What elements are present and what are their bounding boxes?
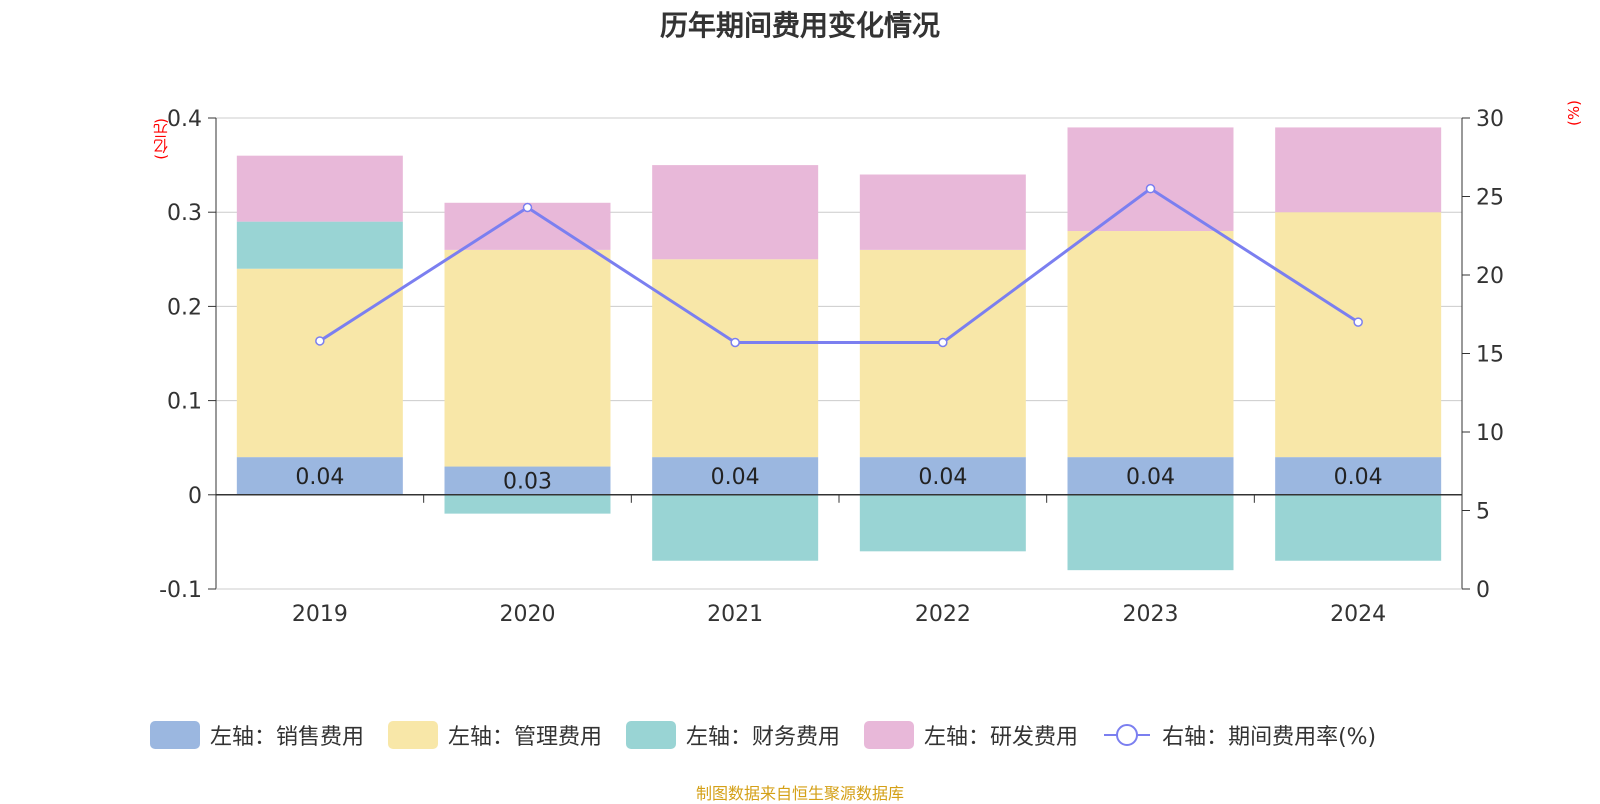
bar-rnd (1067, 127, 1234, 232)
legend-line-marker-icon (1104, 724, 1151, 746)
data-label-sales: 0.04 (295, 465, 344, 490)
right-tick-label: 15 (1476, 343, 1504, 368)
x-tick-label: 2023 (1123, 602, 1179, 627)
data-label-sales: 0.04 (711, 465, 760, 490)
bar-admin (1067, 231, 1234, 458)
bar-admin (652, 259, 819, 458)
legend-swatch-finance (626, 721, 677, 749)
source-note: 制图数据来自恒生聚源数据库 (695, 784, 904, 803)
bar-admin (444, 249, 611, 467)
legend-swatch-rnd (864, 721, 915, 749)
right-tick-label: 5 (1476, 500, 1490, 525)
legend-item-rate[interactable]: 右轴：期间费用率(%) (1102, 719, 1376, 751)
bar-sales (1275, 457, 1442, 495)
bar-finance (1275, 494, 1442, 561)
bar-admin (236, 268, 403, 458)
bar-admin (859, 249, 1026, 458)
legend-item-finance[interactable]: 左轴：财务费用 (626, 719, 840, 751)
rate-line (319, 186, 1359, 345)
legend-label-finance: 左轴：财务费用 (686, 725, 841, 750)
legend-swatch-admin (388, 721, 439, 749)
bar-rnd (859, 174, 1026, 250)
left-tick-label: -0.1 (159, 578, 202, 603)
right-tick-label: 20 (1476, 264, 1504, 289)
left-tick-label: 0.2 (167, 295, 202, 320)
left-tick-label: 0 (188, 484, 202, 509)
rate-point (315, 336, 325, 346)
legend-label-admin: 左轴：管理费用 (448, 725, 603, 750)
bar-finance (652, 494, 819, 561)
chart-title: 历年期间费用变化情况 (659, 9, 940, 42)
x-tick-label: 2024 (1330, 602, 1386, 627)
legend-item-admin[interactable]: 左轴：管理费用 (388, 719, 602, 751)
rate-point (522, 202, 533, 213)
bar-sales (859, 457, 1026, 495)
bar-sales (444, 466, 611, 495)
right-tick-label: 30 (1476, 107, 1504, 132)
legend-label-sales: 左轴：销售费用 (210, 725, 365, 750)
x-tick-label: 2019 (292, 602, 348, 627)
data-label-sales: 0.04 (918, 465, 967, 490)
legend-item-sales[interactable]: 左轴：销售费用 (150, 719, 364, 751)
bar-sales (1067, 457, 1234, 495)
bar-sales (236, 457, 403, 495)
data-label-sales: 0.04 (1334, 465, 1383, 490)
x-tick-label: 2021 (707, 602, 763, 627)
right-tick-label: 10 (1476, 421, 1504, 446)
x-tick-label: 2022 (915, 602, 971, 627)
rate-point (730, 337, 740, 348)
chart-legend: 左轴：销售费用 左轴：管理费用 左轴：财务费用 左轴：研发费用 右轴：期间费用率… (150, 720, 1376, 750)
right-tick-label: 0 (1476, 578, 1490, 603)
bar-rnd (652, 165, 819, 260)
bar-finance (444, 494, 611, 514)
data-label-sales: 0.04 (1126, 465, 1175, 490)
bar-admin (1275, 212, 1442, 458)
rate-point (1145, 183, 1156, 194)
rate-point (1353, 317, 1363, 327)
x-tick-label: 2020 (500, 602, 556, 627)
bar-finance (1067, 494, 1234, 571)
legend-swatch-sales (150, 721, 200, 749)
legend-label-rate: 右轴：期间费用率(%) (1162, 725, 1377, 750)
bar-rnd (236, 155, 403, 222)
legend-item-rnd[interactable]: 左轴：研发费用 (864, 719, 1078, 751)
left-tick-label: 0.3 (167, 201, 202, 226)
legend-label-rnd: 左轴：研发费用 (924, 725, 1079, 750)
bar-finance (859, 494, 1026, 552)
left-tick-label: 0.4 (167, 107, 202, 132)
left-tick-label: 0.1 (167, 390, 202, 415)
bar-finance (236, 221, 403, 269)
right-tick-label: 25 (1476, 186, 1504, 211)
bar-sales (652, 457, 819, 495)
bar-rnd (1275, 127, 1442, 213)
data-label-sales: 0.03 (503, 470, 552, 495)
rate-point (938, 337, 948, 348)
